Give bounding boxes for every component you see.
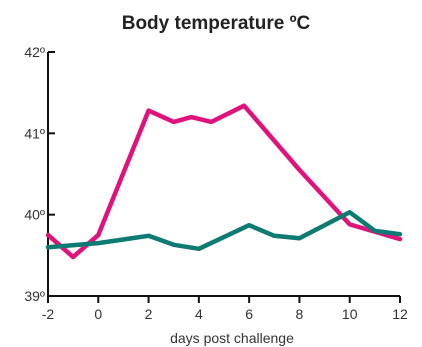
x-tick-label: -2 — [42, 306, 55, 322]
x-tick-label: 10 — [342, 306, 358, 322]
x-axis-label: days post challenge — [170, 330, 294, 346]
y-tick-label: 42º — [24, 44, 45, 60]
series-line-2 — [45, 209, 403, 252]
x-tick-label: 8 — [296, 306, 304, 322]
y-tick-label: 40º — [24, 207, 45, 223]
axes — [47, 52, 400, 297]
x-tick-label: 4 — [195, 306, 203, 322]
x-tick-label: 6 — [245, 306, 253, 322]
series-line-1 — [45, 103, 403, 260]
x-axis-ticks: -2 0 2 4 6 8 10 12 — [42, 296, 408, 322]
x-tick-label: 12 — [392, 306, 408, 322]
x-tick-label: 2 — [145, 306, 153, 322]
y-axis-ticks: 39º 40º 41º 42º — [24, 44, 55, 304]
y-tick-label: 39º — [24, 288, 45, 304]
chart-title: Body temperature ºC — [122, 13, 311, 34]
series-group — [45, 103, 403, 260]
y-tick-label: 41º — [24, 125, 45, 141]
x-tick-label: 0 — [94, 306, 102, 322]
